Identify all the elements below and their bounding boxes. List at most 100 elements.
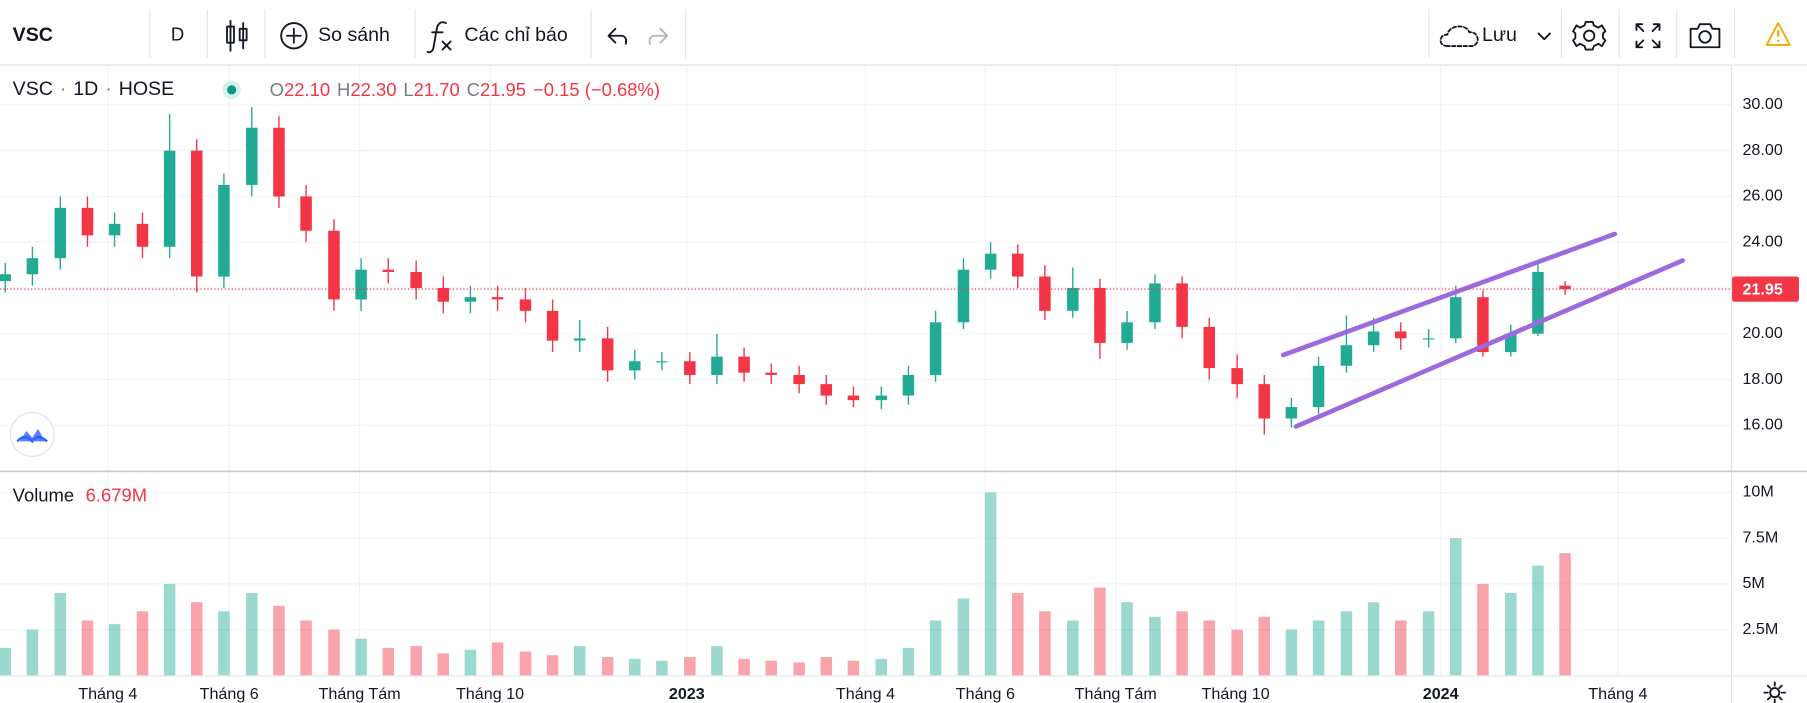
y-tick-label: 28.00 [1742, 141, 1782, 159]
volume-legend: Volume 6.679M [13, 485, 147, 506]
trend-line [1280, 231, 1618, 358]
volume-bar [929, 620, 942, 676]
volume-bar [491, 642, 504, 676]
candle-body [1011, 253, 1024, 277]
volume-bar [108, 624, 121, 676]
settings-button[interactable] [1572, 20, 1607, 51]
warning-button[interactable] [1765, 22, 1791, 46]
volume-bar [246, 593, 258, 676]
candle-body [464, 297, 477, 302]
volume-bar [1149, 616, 1161, 676]
volume-bar [136, 611, 149, 676]
candle-body [656, 361, 668, 363]
volume-bar [738, 658, 750, 676]
volume-bar [1450, 538, 1462, 676]
candle-body [355, 269, 367, 300]
redo-button[interactable] [648, 27, 669, 45]
grid [0, 65, 1731, 676]
volume-bar [81, 620, 94, 676]
volume-bar [1312, 620, 1325, 676]
legend-interval: 1D [73, 78, 98, 100]
volume-bar [793, 662, 805, 676]
y-tick-label: 30.00 [1742, 95, 1782, 113]
chart-type-button[interactable] [226, 19, 248, 52]
legend-symbol-name: VSC [13, 78, 53, 100]
candle-body [491, 297, 504, 300]
x-tick-label: Tháng 4 [1588, 685, 1647, 703]
volume-bar [875, 658, 888, 676]
volume-bar [1231, 629, 1243, 676]
compare-button[interactable]: So sánh [318, 24, 390, 46]
volume-bar [355, 638, 367, 676]
plot-area [0, 107, 1731, 676]
candle-body [820, 384, 833, 396]
cloud-icon[interactable] [1439, 25, 1479, 48]
candle-body [684, 361, 696, 375]
last-price-label: 21.95 [1742, 281, 1782, 299]
volume-tick-label: 10M [1742, 483, 1773, 501]
volume-tick-label: 7.5M [1742, 528, 1778, 546]
x-tick-label: Tháng 4 [836, 685, 895, 703]
volume-bar [902, 647, 915, 676]
x-tick-label: 2024 [1423, 685, 1459, 703]
volume-tick-label: 2.5M [1742, 620, 1778, 638]
volume-bar [1039, 611, 1051, 676]
x-tick-label: Tháng 6 [200, 685, 259, 703]
candle-body [629, 361, 641, 371]
ohlc-label: O [270, 79, 284, 100]
volume-bar [1367, 602, 1380, 676]
fullscreen-button[interactable] [1635, 23, 1661, 49]
toolbar: VSC D So sánh Các chỉ báo Lưu [0, 9, 1807, 66]
candle-body [328, 230, 340, 300]
x-tick-label: Tháng 6 [956, 685, 1015, 703]
volume-bar [273, 605, 285, 676]
volume-bar [382, 647, 395, 676]
ohlc-value: 21.95 [480, 79, 526, 100]
logo[interactable] [9, 412, 55, 457]
candle-body [136, 223, 149, 247]
volume-tick-label: 5M [1742, 574, 1764, 592]
candle-body [1067, 287, 1079, 311]
compare-icon[interactable] [280, 22, 308, 50]
candle-body [1532, 271, 1544, 334]
indicators-button[interactable]: Các chỉ báo [464, 24, 567, 46]
candle-body [601, 338, 614, 371]
candle-body [1394, 331, 1407, 339]
candle-body [1149, 283, 1161, 323]
axes: Tháng 4 Tháng 6 Tháng Tám Tháng 10 2023 Tháng… [78, 95, 1799, 703]
candle-body [519, 299, 532, 311]
volume-bar [629, 658, 641, 676]
candle-body [1039, 276, 1051, 311]
volume-bar [1285, 629, 1298, 676]
volume-bar [820, 657, 833, 676]
volume-bar [573, 646, 586, 676]
candle-body [437, 287, 450, 302]
screenshot-button[interactable] [1689, 23, 1721, 49]
candle-body [54, 207, 67, 259]
candle-body [382, 269, 395, 272]
volume-bar [1011, 593, 1024, 676]
x-tick-label: Tháng Tám [319, 685, 401, 703]
volume-bar [1340, 611, 1353, 676]
volume-bar [410, 646, 422, 676]
candle-body [191, 150, 203, 277]
candle-body [1176, 283, 1188, 327]
candle-body [793, 374, 805, 385]
save-button[interactable]: Lưu [1482, 24, 1517, 46]
save-menu-button[interactable] [1537, 32, 1551, 41]
candle-body [1367, 331, 1380, 346]
candle-body [902, 374, 915, 396]
volume-bar [163, 583, 176, 676]
x-tick-label: Tháng Tám [1075, 685, 1157, 703]
volume-bar [601, 657, 614, 676]
volume-bar [847, 660, 860, 676]
undo-button[interactable] [607, 27, 628, 45]
candle-body [546, 310, 559, 341]
interval-button[interactable]: D [171, 24, 184, 45]
x-tick-label: 2023 [669, 685, 705, 703]
time-axis-settings[interactable] [1763, 681, 1787, 703]
indicators-icon[interactable] [426, 21, 452, 54]
symbol-button[interactable]: VSC [13, 24, 53, 46]
volume-bar [464, 649, 477, 676]
